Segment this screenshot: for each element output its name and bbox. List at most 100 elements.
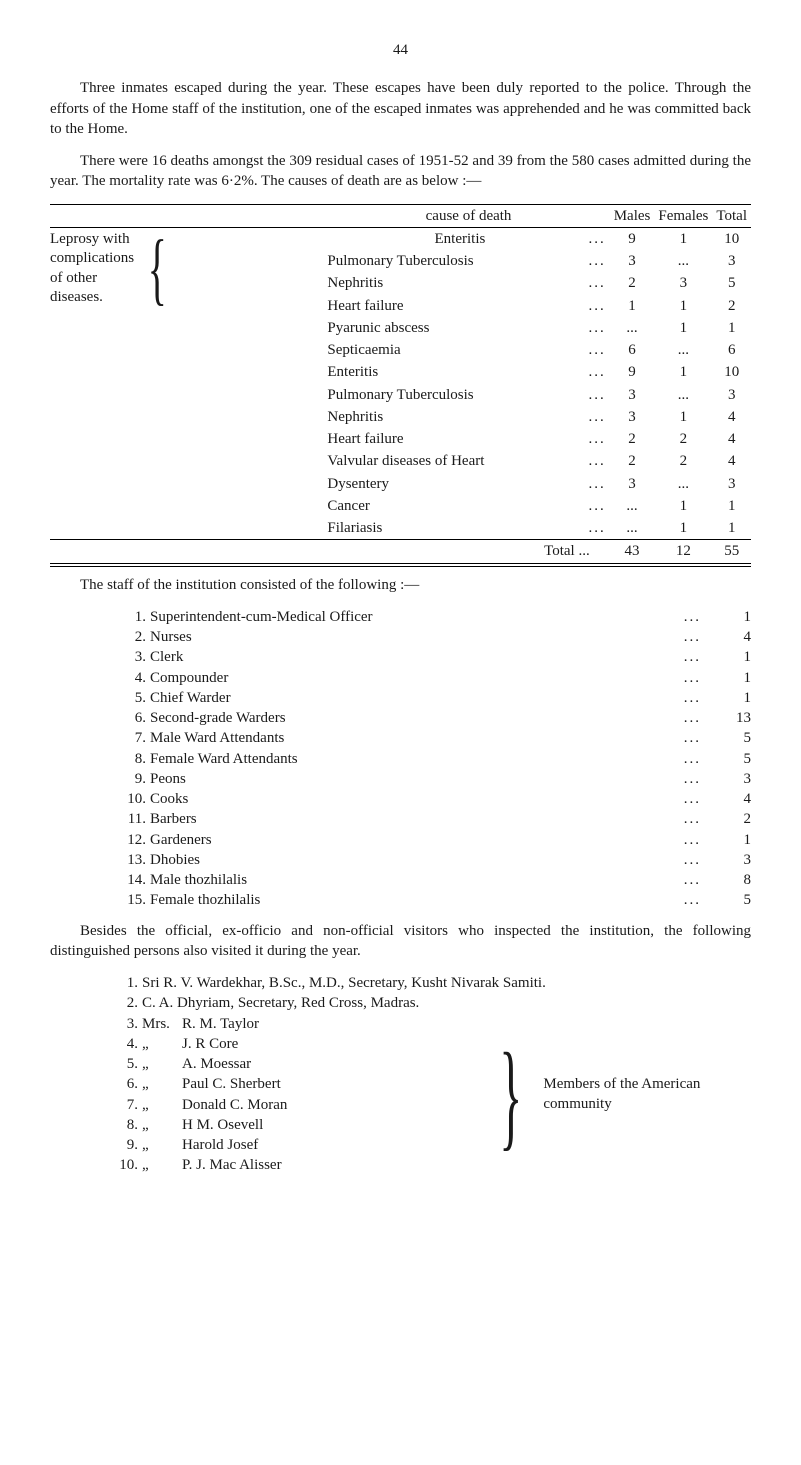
- visitor-num: 2.: [110, 993, 142, 1013]
- staff-row: 3.Clerk...1: [120, 647, 751, 667]
- staff-num: 11.: [120, 809, 150, 829]
- visitor-name: R. M. Taylor: [182, 1014, 482, 1034]
- staff-row: 14.Male thozhilalis...8: [120, 870, 751, 890]
- visitor-title: „: [142, 1074, 182, 1094]
- paragraph-1: Three inmates escaped during the year. T…: [50, 78, 751, 139]
- staff-row: 6.Second-grade Warders...13: [120, 708, 751, 728]
- visitor-num: 6.: [110, 1074, 142, 1094]
- total-label: Total ...: [327, 540, 609, 563]
- m: ...: [610, 517, 655, 540]
- t: 3: [712, 384, 751, 406]
- cause: Enteritis: [435, 231, 486, 247]
- visitor-num: 5.: [110, 1054, 142, 1074]
- dots: ...: [684, 890, 721, 910]
- staff-row: 4.Compounder...1: [120, 668, 751, 688]
- cause: Septicaemia: [327, 342, 400, 358]
- staff-row: 11.Barbers...2: [120, 809, 751, 829]
- dots: ...: [684, 870, 721, 890]
- staff-row: 7.Male Ward Attendants...5: [120, 728, 751, 748]
- staff-row: 12.Gardeners...1: [120, 830, 751, 850]
- dots: ...: [684, 850, 721, 870]
- staff-label: Second-grade Warders: [150, 708, 684, 728]
- total-m: 43: [610, 540, 655, 563]
- side-label-2: complications: [50, 249, 134, 269]
- staff-label: Female Ward Attendants: [150, 749, 684, 769]
- cause: Pyarunic abscess: [327, 320, 429, 336]
- visitor-row: 9.„Harold Josef: [110, 1135, 482, 1155]
- staff-list: 1.Superintendent-cum-Medical Officer...1…: [120, 607, 751, 911]
- staff-label: Gardeners: [150, 830, 684, 850]
- t: 10: [712, 227, 751, 250]
- visitor-title: „: [142, 1115, 182, 1135]
- t: 4: [712, 450, 751, 472]
- side-header-blank: [50, 204, 327, 227]
- visitor-row: 6.„Paul C. Sherbert: [110, 1074, 482, 1094]
- staff-num: 12.: [120, 830, 150, 850]
- dots: ...: [684, 789, 721, 809]
- dots: ...: [588, 362, 605, 382]
- side-label-4: diseases.: [50, 288, 134, 308]
- m: 9: [610, 227, 655, 250]
- staff-row: 2.Nurses...4: [120, 627, 751, 647]
- paragraph-2: There were 16 deaths amongst the 309 res…: [50, 151, 751, 192]
- cause: Dysentery: [327, 476, 389, 492]
- f: ...: [654, 473, 712, 495]
- staff-intro: The staff of the institution consisted o…: [50, 575, 751, 595]
- staff-label: Compounder: [150, 668, 684, 688]
- staff-label: Nurses: [150, 627, 684, 647]
- f: 1: [654, 295, 712, 317]
- visitor-list: 1. Sri R. V. Wardekhar, B.Sc., M.D., Sec…: [110, 973, 751, 1176]
- page-number: 44: [50, 40, 751, 60]
- f: ...: [654, 250, 712, 272]
- visitor-title: Mrs.: [142, 1014, 182, 1034]
- visitor-row: 3.Mrs.R. M. Taylor: [110, 1014, 482, 1034]
- staff-label: Barbers: [150, 809, 684, 829]
- col-males: Males: [610, 204, 655, 227]
- dots: ...: [684, 830, 721, 850]
- staff-label: Peons: [150, 769, 684, 789]
- dots: ...: [588, 407, 605, 427]
- staff-value: 5: [721, 728, 751, 748]
- dots: ...: [684, 749, 721, 769]
- t: 1: [712, 517, 751, 540]
- f: ...: [654, 384, 712, 406]
- visitor-name: A. Moessar: [182, 1054, 482, 1074]
- dots: ...: [684, 627, 721, 647]
- visitor-row: 4.„J. R Core: [110, 1034, 482, 1054]
- staff-value: 3: [721, 850, 751, 870]
- staff-num: 3.: [120, 647, 150, 667]
- dots: ...: [588, 429, 605, 449]
- dots: ...: [588, 273, 605, 293]
- staff-label: Clerk: [150, 647, 684, 667]
- staff-num: 8.: [120, 749, 150, 769]
- dots: ...: [684, 708, 721, 728]
- dots: ...: [588, 318, 605, 338]
- dots: ...: [588, 496, 605, 516]
- visitor-num: 3.: [110, 1014, 142, 1034]
- t: 3: [712, 250, 751, 272]
- staff-value: 8: [721, 870, 751, 890]
- t: 6: [712, 339, 751, 361]
- brace-icon: {: [147, 233, 168, 305]
- visitor-name: Harold Josef: [182, 1135, 482, 1155]
- t: 10: [712, 361, 751, 383]
- f: 1: [654, 317, 712, 339]
- t: 1: [712, 317, 751, 339]
- visitor-num: 4.: [110, 1034, 142, 1054]
- m: 3: [610, 250, 655, 272]
- dots: ...: [684, 728, 721, 748]
- staff-value: 4: [721, 627, 751, 647]
- cause: Heart failure: [327, 298, 403, 314]
- besides-paragraph: Besides the official, ex-officio and non…: [50, 921, 751, 962]
- staff-value: 5: [721, 890, 751, 910]
- m: 2: [610, 428, 655, 450]
- side-label-block: Leprosy with complications of other dise…: [50, 230, 323, 308]
- cause: Pulmonary Tuberculosis: [327, 387, 473, 403]
- t: 1: [712, 495, 751, 517]
- staff-num: 13.: [120, 850, 150, 870]
- t: 4: [712, 406, 751, 428]
- staff-value: 5: [721, 749, 751, 769]
- dots: ...: [684, 809, 721, 829]
- staff-num: 7.: [120, 728, 150, 748]
- staff-num: 15.: [120, 890, 150, 910]
